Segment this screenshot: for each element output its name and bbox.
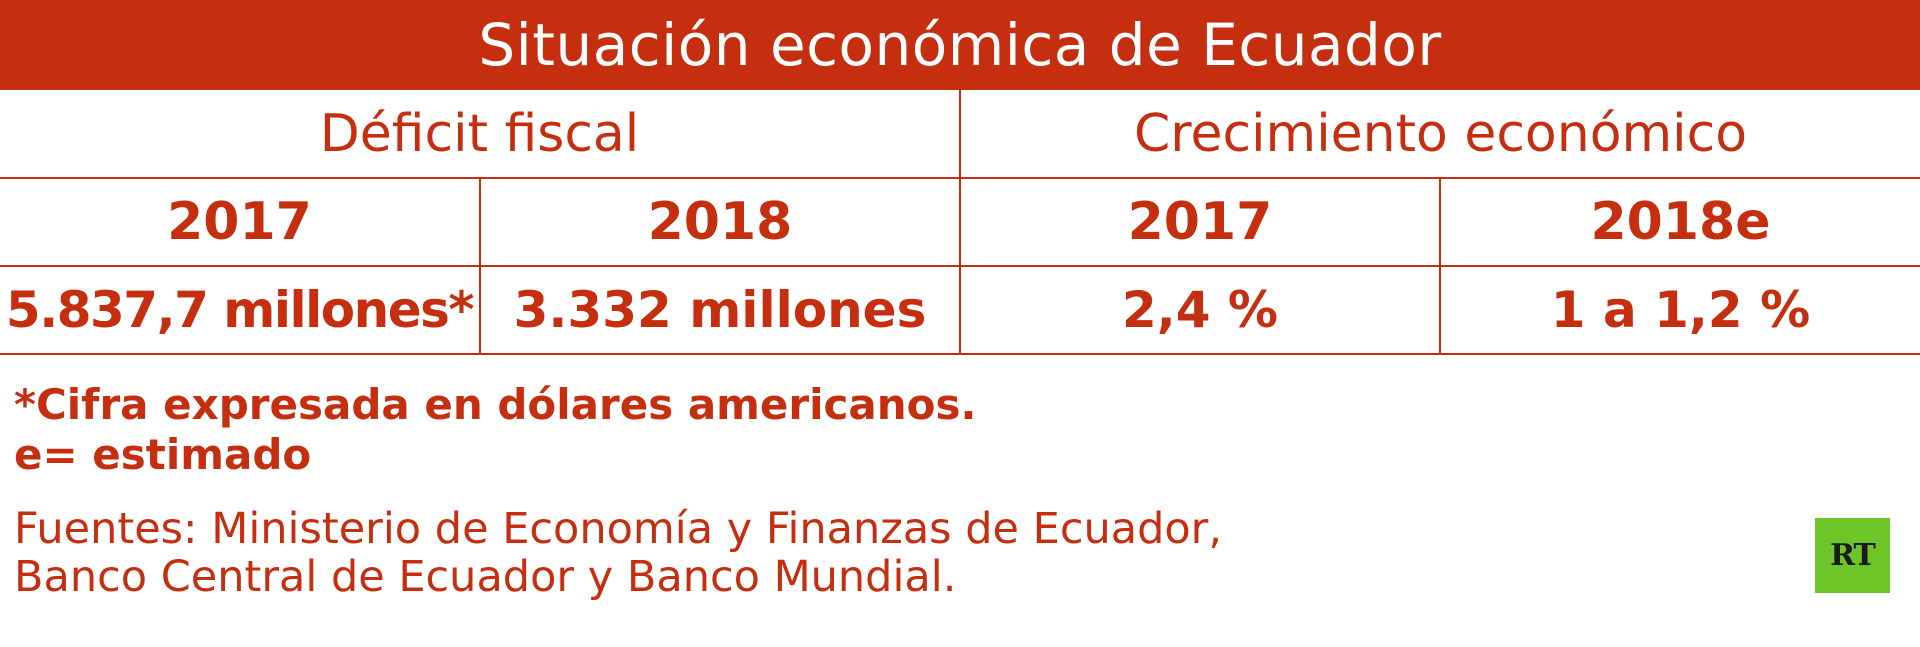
value-deficit-2017: 5.837,7 millones* bbox=[0, 265, 481, 355]
sources-line-2: Banco Central de Ecuador y Banco Mundial… bbox=[14, 552, 957, 602]
notes: *Cifra expresada en dólares americanos. … bbox=[14, 380, 976, 480]
sources-line-1: Fuentes: Ministerio de Economía y Finanz… bbox=[14, 504, 1223, 554]
year-deficit-2018: 2018 bbox=[479, 177, 961, 267]
group-header-deficit: Déficit fiscal bbox=[0, 90, 961, 179]
value-growth-2017: 2,4 % bbox=[959, 265, 1441, 355]
rt-logo-text: RT bbox=[1830, 538, 1876, 573]
group-header-row: Déficit fiscal Crecimiento económico bbox=[0, 90, 1920, 179]
year-growth-2017: 2017 bbox=[959, 177, 1441, 267]
year-growth-2018e: 2018e bbox=[1439, 177, 1920, 267]
value-row: 5.837,7 millones* 3.332 millones 2,4 % 1… bbox=[0, 265, 1920, 355]
year-deficit-2017: 2017 bbox=[0, 177, 481, 267]
title-bar: Situación económica de Ecuador bbox=[0, 0, 1920, 90]
value-deficit-2018: 3.332 millones bbox=[479, 265, 961, 355]
year-row: 2017 2018 2017 2018e bbox=[0, 177, 1920, 267]
data-table: Déficit fiscal Crecimiento económico 201… bbox=[0, 90, 1920, 355]
value-growth-2018e: 1 a 1,2 % bbox=[1439, 265, 1920, 355]
footnote-estimate: e= estimado bbox=[14, 430, 312, 479]
group-header-growth: Crecimiento económico bbox=[959, 90, 1920, 179]
sources: Fuentes: Ministerio de Economía y Finanz… bbox=[14, 505, 1222, 601]
rt-logo: RT bbox=[1815, 518, 1890, 593]
footnote-currency: *Cifra expresada en dólares americanos. bbox=[14, 380, 977, 429]
chart-title: Situación económica de Ecuador bbox=[478, 11, 1442, 79]
